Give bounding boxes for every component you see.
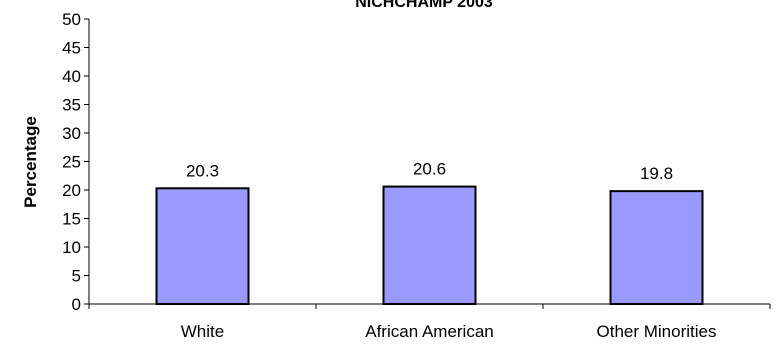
y-tick-label: 10 [62,238,81,257]
bar-value-label: 20.6 [413,160,446,179]
x-category-label: White [181,322,224,341]
y-tick-label: 40 [62,67,81,86]
y-tick-label: 30 [62,124,81,143]
y-tick-label: 20 [62,181,81,200]
y-axis-ticks: 0 5 10 15 20 25 30 35 40 45 50 [62,10,89,314]
x-category-label: Other Minorities [597,322,717,341]
bar [382,185,477,305]
y-tick-label: 15 [62,210,81,229]
bar [609,190,704,305]
x-category-label: African American [365,322,494,341]
bar-value-label: 19.8 [640,164,673,183]
chart-title: NICHCHAMP 2003 [355,0,493,11]
y-axis-label: Percentage [21,116,40,208]
y-tick-label: 50 [62,10,81,29]
y-tick-label: 0 [72,295,81,314]
y-tick-label: 25 [62,153,81,172]
data-labels: 20.3 20.6 19.8 [186,160,673,184]
bar [155,187,250,305]
y-tick-label: 35 [62,96,81,115]
bar-value-label: 20.3 [186,161,219,180]
y-tick-label: 5 [72,267,81,286]
x-axis-categories: White African American Other Minorities [88,304,771,341]
bars [155,185,704,305]
y-tick-label: 45 [62,39,81,58]
